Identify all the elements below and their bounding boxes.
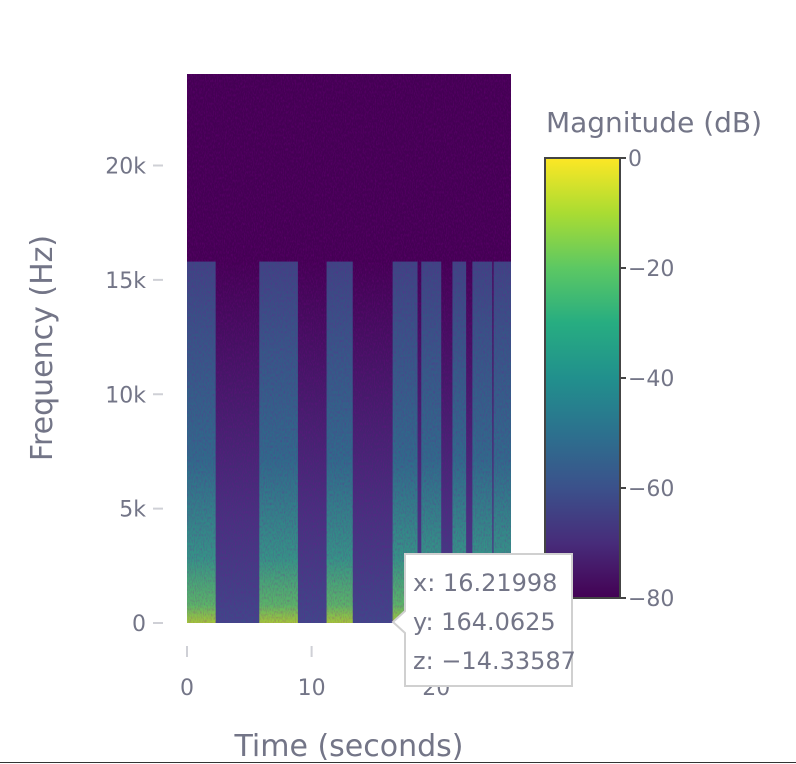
x-tick-label: 0: [180, 676, 194, 701]
y-tick-label: 5k: [119, 498, 146, 523]
tooltip-box: [391, 553, 573, 687]
y-axis-title: Frequency (Hz): [25, 235, 60, 461]
heatmap-grain: [187, 74, 511, 623]
y-tick-label: 0: [132, 612, 146, 637]
colorbar-tick-label: −80: [628, 587, 674, 612]
tooltip-x: x: 16.21998: [413, 569, 557, 597]
colorbar-ticks: 0 −20 −40 −60 −80: [620, 147, 674, 612]
tooltip-z: z: −14.33587: [413, 647, 576, 675]
colorbar-tick-label: −60: [628, 477, 674, 502]
y-axis: 0 5k 10k 15k 20k: [105, 155, 163, 637]
y-tick-label: 20k: [105, 155, 146, 180]
plot-area[interactable]: [187, 74, 511, 623]
tooltip-y: y: 164.0625: [413, 608, 556, 636]
x-tick-label: 10: [298, 676, 326, 701]
colorbar-tick-label: −40: [628, 367, 674, 392]
y-tick-label: 15k: [105, 269, 146, 294]
colorbar-tick-label: −20: [628, 257, 674, 282]
y-tick-label: 10k: [105, 383, 146, 408]
colorbar-title: Magnitude (dB): [546, 106, 762, 139]
colorbar-tick-label: 0: [628, 147, 642, 172]
x-axis-title: Time (seconds): [234, 729, 464, 764]
bottom-divider: [0, 762, 796, 763]
colorbar-gradient: [544, 157, 621, 599]
colorbar: Magnitude (dB) 0 −20 −40 −60 −80: [544, 106, 762, 612]
hover-tooltip: x: 16.21998 y: 164.0625 z: −14.33587: [391, 553, 576, 687]
